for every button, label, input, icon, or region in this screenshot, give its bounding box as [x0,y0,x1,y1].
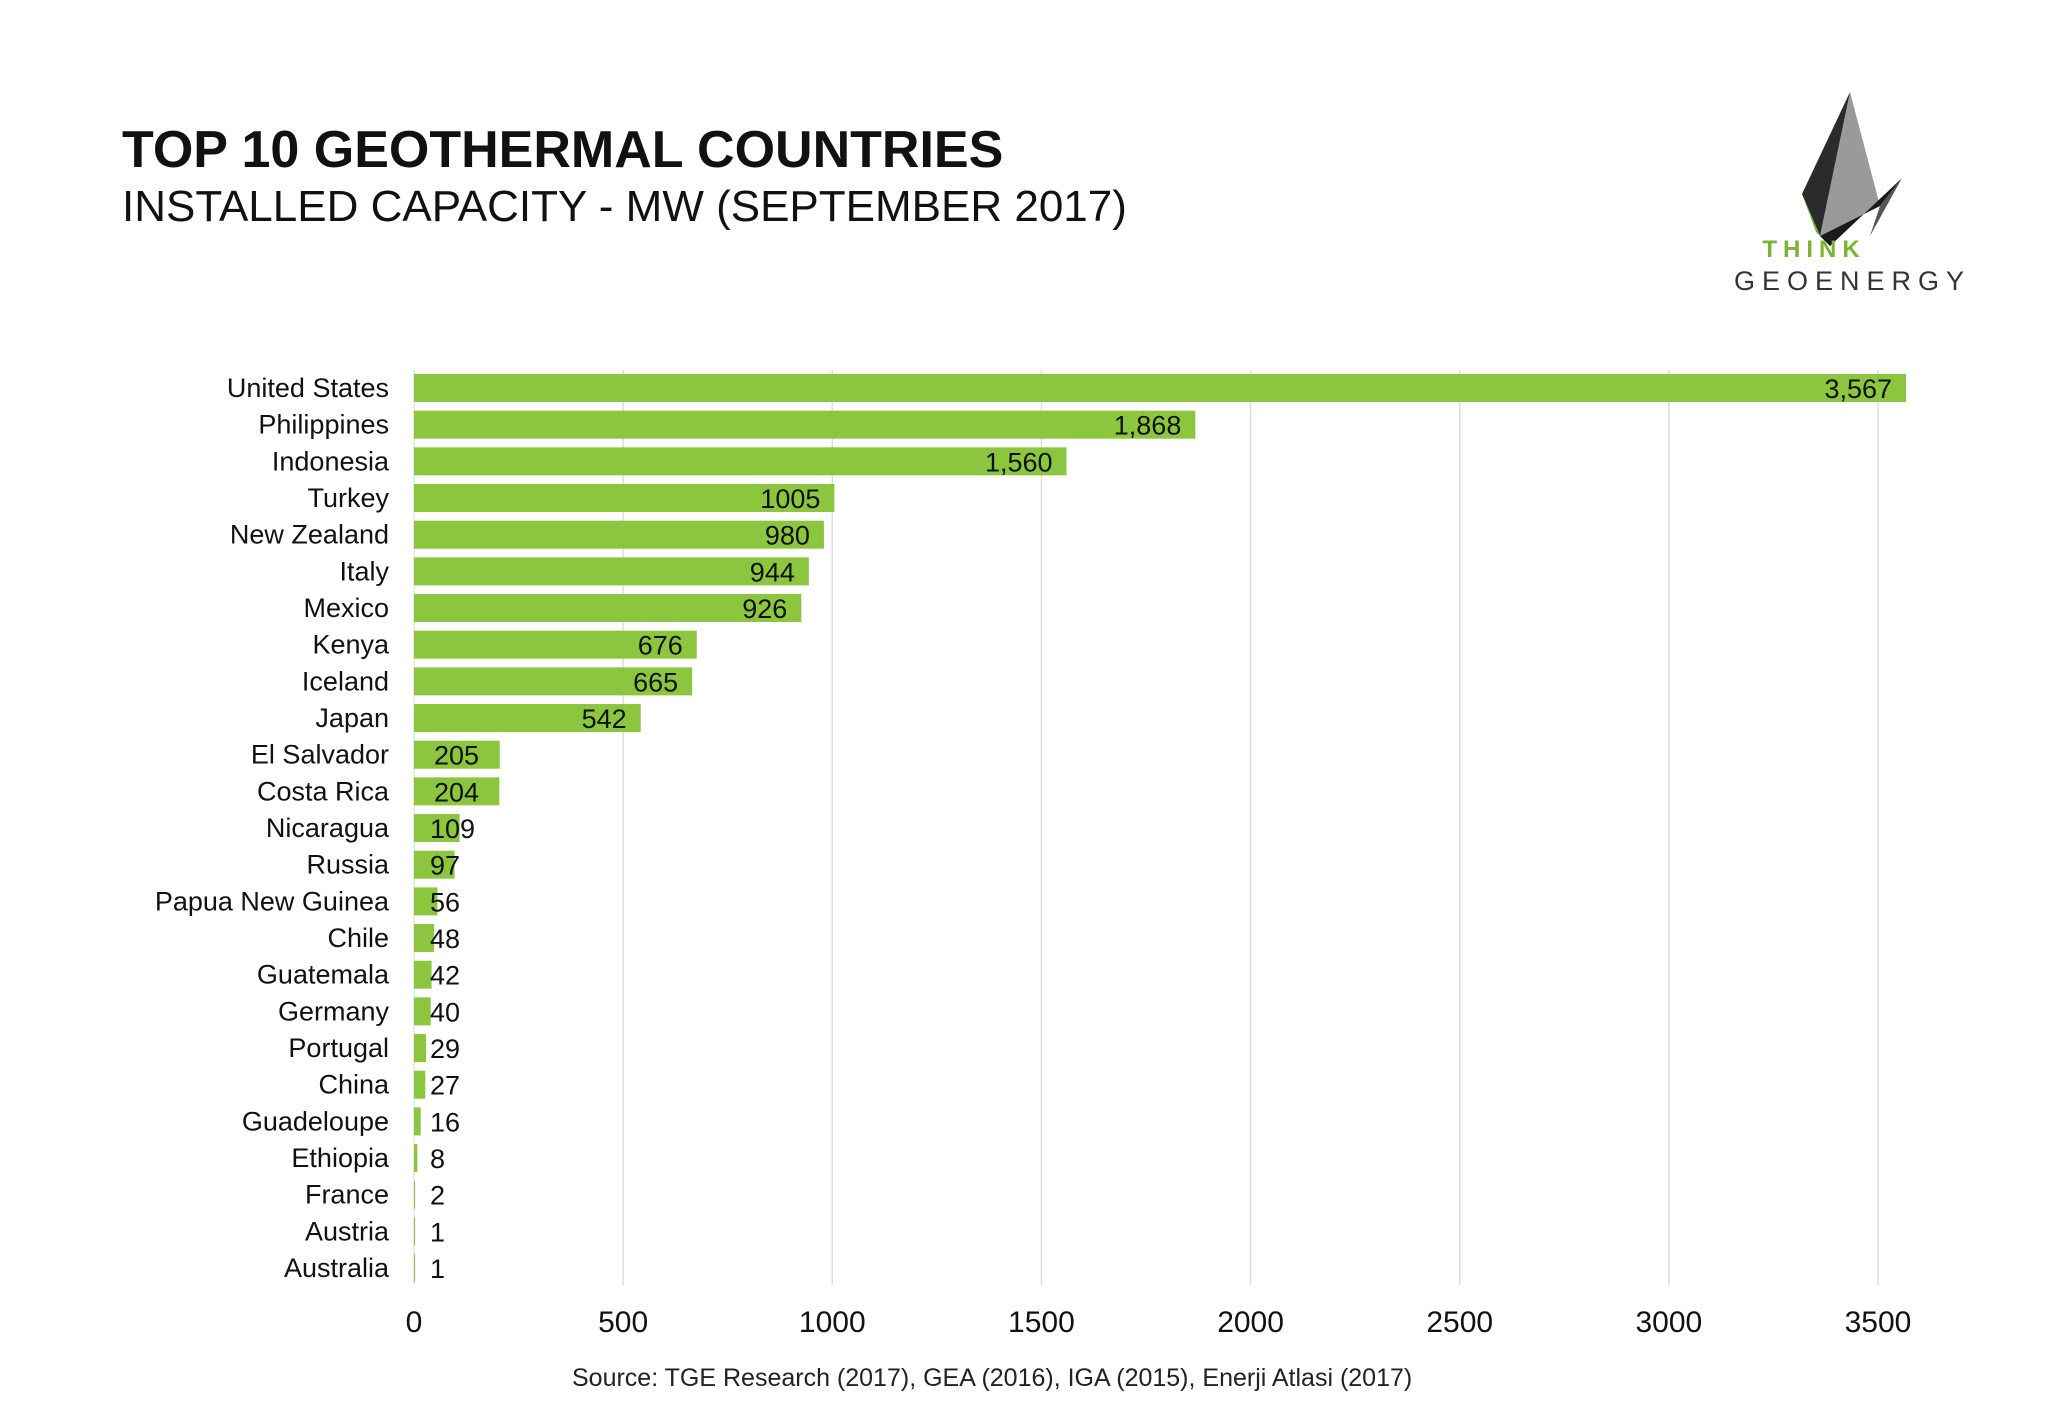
bar [414,447,1067,476]
data-label: 1,560 [985,447,1053,477]
data-label: 48 [430,924,460,954]
category-label: Ethiopia [291,1143,390,1173]
category-label: Costa Rica [257,776,390,806]
category-label: Nicaragua [266,813,390,843]
bar [414,1254,415,1283]
bar [414,1107,421,1136]
category-label: Papua New Guinea [155,886,390,916]
data-label: 676 [638,631,683,661]
data-label: 205 [434,741,479,771]
category-label: Guadeloupe [242,1106,389,1136]
data-label: 16 [430,1107,460,1137]
category-label: Mexico [303,593,389,623]
x-tick-label: 3500 [1845,1306,1912,1339]
bar [414,594,802,623]
bar [414,557,809,586]
category-label: Philippines [258,410,389,440]
data-label: 3,567 [1824,374,1892,404]
bar [414,850,455,879]
category-label: Guatemala [257,960,390,990]
x-tick-label: 2500 [1426,1306,1493,1339]
data-label: 1 [430,1217,445,1247]
chart-subtitle: INSTALLED CAPACITY - MW (SEPTEMBER 2017) [122,182,1127,231]
data-label: 97 [430,851,460,881]
bar [414,960,432,989]
data-label: 980 [765,521,810,551]
bar [414,520,824,549]
data-label: 40 [430,997,460,1027]
data-label: 1005 [760,484,820,514]
data-label: 926 [742,594,787,624]
category-label: Portugal [288,1033,389,1063]
category-label: Austria [305,1216,390,1246]
bar [414,887,438,916]
bar [414,924,435,953]
category-label: France [305,1180,389,1210]
category-label: Japan [315,703,389,733]
category-label: Chile [327,923,389,953]
category-label: China [318,1070,390,1100]
data-label: 56 [430,887,460,917]
category-label: Kenya [312,630,390,660]
data-label: 665 [633,667,678,697]
data-label: 542 [582,704,627,734]
logo-text-think: THINK [1762,236,1866,263]
category-label: El Salvador [251,740,389,770]
data-label: 29 [430,1034,460,1064]
category-label: Russia [306,850,390,880]
category-label: Germany [278,996,390,1026]
category-label: New Zealand [230,520,389,550]
logo-text-geoenergy: GEOENERGY [1734,266,1972,296]
bar [414,997,431,1026]
bar [414,1144,418,1173]
category-label: Australia [284,1253,390,1283]
category-label: United States [227,373,389,403]
chart-title: TOP 10 GEOTHERMAL COUNTRIES [122,121,1004,179]
bar [414,667,693,696]
data-label: 944 [750,557,795,587]
bar [414,740,500,769]
data-label: 1 [430,1254,445,1284]
chart-source: Source: TGE Research (2017), GEA (2016),… [572,1364,1413,1392]
bar [414,777,500,806]
bar [414,484,835,513]
bar [414,1034,427,1063]
data-label: 109 [430,814,475,844]
x-tick-label: 500 [598,1306,648,1339]
bar [414,1070,426,1099]
bar [414,1217,415,1246]
x-tick-label: 2000 [1217,1306,1284,1339]
bar [414,410,1196,439]
x-tick-label: 0 [406,1306,423,1339]
category-label: Italy [339,556,389,586]
data-label: 1,868 [1114,411,1182,441]
think-geoenergy-logo-icon [1802,92,1902,246]
x-tick-label: 3000 [1635,1306,1702,1339]
data-label: 8 [430,1144,445,1174]
x-tick-label: 1500 [1008,1306,1075,1339]
bar [414,374,1907,402]
category-label: Indonesia [272,446,390,476]
data-label: 2 [430,1181,445,1211]
bar [414,1180,415,1209]
bar [414,704,641,733]
data-label: 27 [430,1071,460,1101]
bar [414,814,460,843]
category-label: Iceland [302,666,389,696]
category-label: Turkey [307,483,389,513]
bar [414,630,697,659]
data-label: 42 [430,961,460,991]
x-tick-label: 1000 [799,1306,866,1339]
data-label: 204 [434,777,479,807]
